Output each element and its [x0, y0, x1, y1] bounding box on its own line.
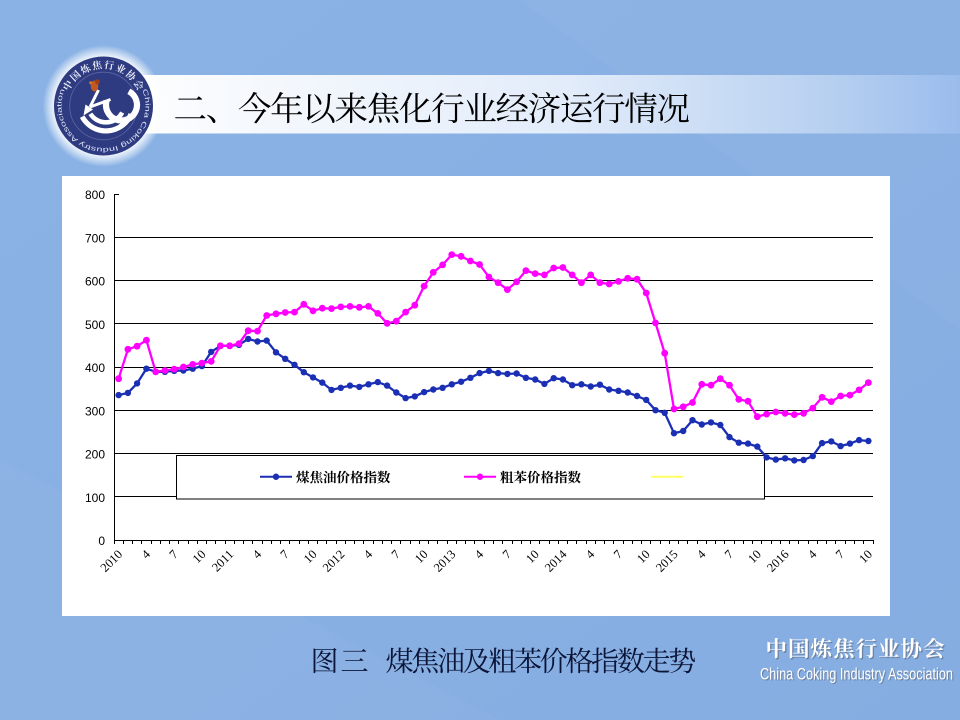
svg-text:500: 500 — [85, 318, 105, 332]
svg-text:600: 600 — [85, 275, 105, 289]
svg-text:100: 100 — [85, 491, 105, 505]
svg-text:800: 800 — [85, 188, 105, 202]
svg-text:700: 700 — [85, 231, 105, 245]
svg-text:0: 0 — [98, 534, 105, 548]
svg-text:China Coking Industry Associat: China Coking Industry Association — [760, 666, 953, 684]
svg-text:400: 400 — [85, 361, 105, 375]
svg-text:300: 300 — [85, 404, 105, 418]
svg-text:China Coking Industry Associat: China Coking Industry Association — [761, 667, 954, 685]
svg-text:200: 200 — [85, 448, 105, 462]
